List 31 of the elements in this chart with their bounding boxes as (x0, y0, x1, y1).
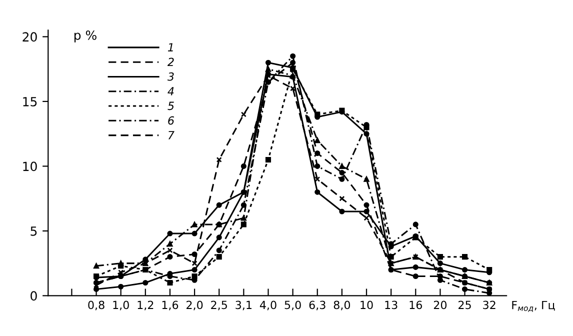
y-tick-label: 20 (22, 32, 37, 42)
legend-label: 1 (168, 43, 173, 52)
y-tick-label: 5 (30, 226, 37, 236)
x-tick-label: 2,5 (211, 300, 227, 310)
x-tick-label: 0,8 (88, 300, 104, 310)
x-tick-label: 16 (410, 300, 422, 310)
legend-label: 2 (167, 58, 174, 66)
y-tick-label: 0 (30, 291, 37, 301)
y-tick-label: 15 (23, 97, 37, 106)
x-tick-label: 4,0 (260, 300, 276, 310)
x-tick-label: 3,1 (236, 300, 252, 310)
legend-label: 3 (167, 72, 174, 81)
x-tick-label: 32 (483, 300, 496, 310)
x-tick-label: 10 (360, 300, 373, 310)
x-tick-label: 8,0 (334, 300, 350, 310)
x-tick-label: 20 (434, 300, 447, 310)
x-tick-label: 2,0 (186, 300, 203, 310)
x-tick-label: 1,6 (162, 300, 178, 310)
x-tick-label: 1,0 (113, 300, 129, 310)
legend-label: 4 (168, 87, 174, 96)
y-axis-title: p % (74, 30, 96, 42)
legend-label: 6 (168, 116, 174, 125)
x-tick-label: 25 (458, 300, 471, 310)
x-axis-title: F$_{мод}$, Гц (512, 300, 555, 312)
legend-label: 5 (168, 102, 174, 110)
x-tick-label: 5,0 (284, 300, 301, 310)
x-tick-label: 1,2 (138, 300, 154, 310)
legend-label: 7 (168, 131, 174, 140)
y-tick-label: 10 (23, 162, 37, 172)
x-tick-label: 13 (385, 300, 398, 310)
x-tick-label: 6,3 (309, 300, 326, 310)
